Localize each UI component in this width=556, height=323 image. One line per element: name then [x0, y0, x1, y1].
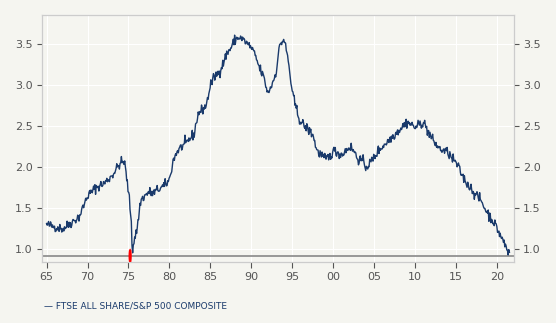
Text: — FTSE ALL SHARE/S&P 500 COMPOSITE: — FTSE ALL SHARE/S&P 500 COMPOSITE	[44, 301, 227, 310]
